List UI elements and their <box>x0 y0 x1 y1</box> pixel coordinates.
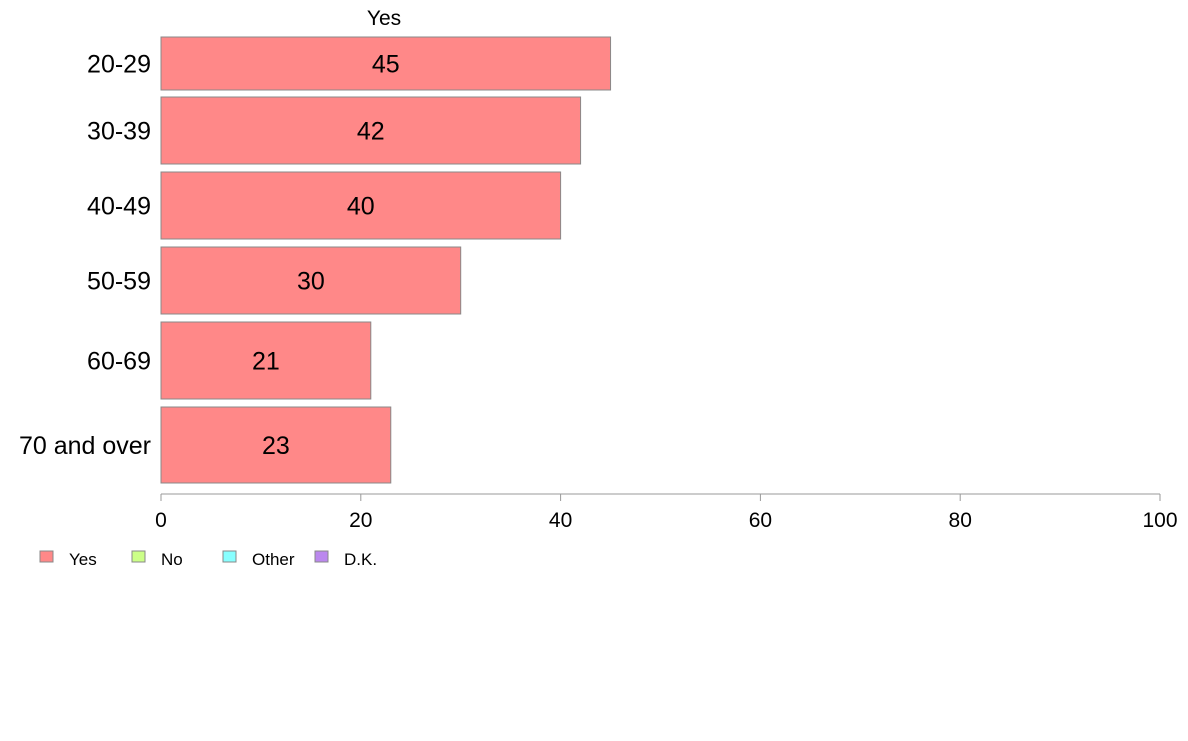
bar <box>160 246 462 315</box>
bar-value-label: 40 <box>347 193 375 221</box>
legend-label: No <box>161 550 183 569</box>
category-label: 60-69 <box>87 348 151 376</box>
bar-value-label: 30 <box>297 268 325 296</box>
bar <box>160 36 612 91</box>
x-tick-label: 40 <box>549 509 572 532</box>
legend-swatch <box>222 550 237 563</box>
legend-label: Other <box>252 550 295 569</box>
bar <box>160 406 392 484</box>
legend-swatch <box>131 550 146 563</box>
category-label: 40-49 <box>87 193 151 221</box>
x-axis: 0 20 40 60 80 100 <box>155 493 1178 532</box>
legend-label: Yes <box>69 550 97 569</box>
bar <box>160 171 562 240</box>
legend: Yes No Other D.K. <box>39 550 377 569</box>
category-label: 30-39 <box>87 118 151 146</box>
category-label: 70 and over <box>19 432 151 460</box>
x-tick-label: 60 <box>749 509 772 532</box>
legend-item: Yes <box>39 550 97 569</box>
bars-layer: 45 20-29 42 30-39 40 40-49 30 50-59 21 60-69 23 70 … <box>19 36 612 484</box>
bar-value-label: 23 <box>262 432 290 460</box>
x-tick-label: 100 <box>1142 509 1177 532</box>
bar <box>160 321 372 400</box>
bar <box>160 96 582 165</box>
legend-item: D.K. <box>314 550 377 569</box>
column-header: Yes <box>367 7 401 30</box>
legend-item: Other <box>222 550 295 569</box>
category-label: 20-29 <box>87 51 151 79</box>
bar-value-label: 42 <box>357 118 385 146</box>
legend-swatch <box>39 550 54 563</box>
legend-label: D.K. <box>344 550 377 569</box>
bar-value-label: 45 <box>372 51 400 79</box>
x-tick-label: 0 <box>155 509 167 532</box>
legend-item: No <box>131 550 183 569</box>
legend-swatch <box>314 550 329 563</box>
bar-value-label: 21 <box>252 348 280 376</box>
category-label: 50-59 <box>87 268 151 296</box>
x-tick-label: 20 <box>349 509 372 532</box>
x-tick-label: 80 <box>949 509 972 532</box>
